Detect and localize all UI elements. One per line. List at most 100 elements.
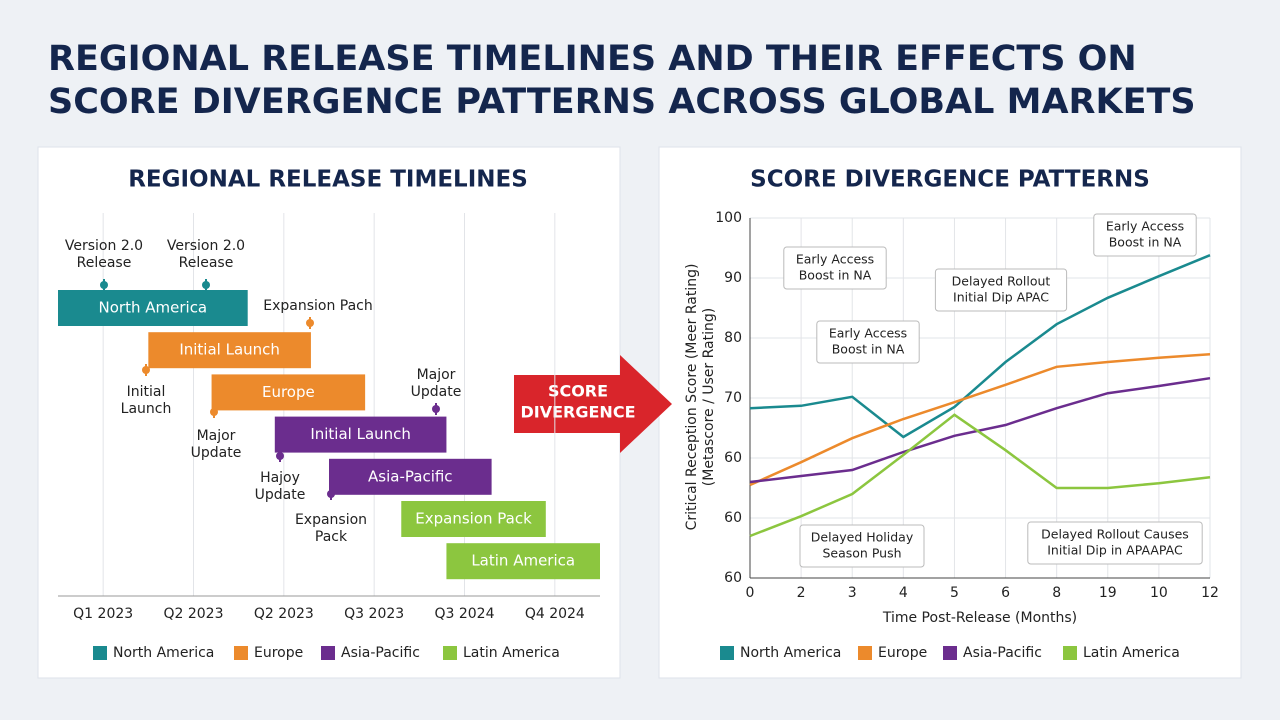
x-tick-label: Q4 2024	[525, 606, 585, 622]
annotation-dot	[100, 281, 108, 289]
y-tick-label: 70	[724, 390, 742, 406]
callout-text: Boost in NA	[832, 342, 905, 357]
timeline-bar	[446, 543, 600, 580]
y-tick-label: 100	[715, 210, 742, 226]
x-tick-label: 12	[1201, 585, 1219, 601]
x-tick-label: Q2 2023	[163, 606, 223, 622]
x-axis-label: Time Post-Release (Months)	[882, 610, 1077, 626]
legend-label: Latin America	[463, 645, 560, 661]
callout-text: Boost in NA	[1109, 235, 1182, 250]
main-title: SCORE DIVERGENCE PATTERNS ACROSS GLOBAL …	[48, 82, 1196, 122]
callout-box	[783, 246, 887, 290]
annotation: Update	[255, 487, 306, 503]
legend-label: North America	[113, 645, 214, 661]
legend-swatch	[443, 646, 457, 660]
timeline-bar	[58, 290, 248, 326]
annotation-dot	[210, 408, 218, 416]
legend-label: North America	[740, 645, 841, 661]
x-tick-label: 8	[1052, 585, 1061, 601]
annotation: Major	[417, 367, 456, 383]
x-tick-label: Q3 2024	[434, 606, 494, 622]
callout-text: Early Access	[796, 252, 874, 267]
y-tick-label: 80	[724, 330, 742, 346]
annotation-dot	[432, 405, 440, 413]
x-tick-label: 6	[1001, 585, 1010, 601]
y-tick-label: 60	[724, 510, 742, 526]
y-tick-label: 60	[724, 450, 742, 466]
callout-text: Delayed Rollout Causes	[1041, 527, 1189, 542]
annotation: Release	[77, 255, 132, 271]
annotation: Initial	[127, 384, 166, 400]
x-tick-label: Q3 2023	[344, 606, 404, 622]
panel-title: REGIONAL RELEASE TIMELINES	[128, 167, 528, 193]
bar-label: Asia-Pacific	[368, 467, 453, 485]
annotation: Release	[179, 255, 234, 271]
callout-box	[1027, 521, 1203, 565]
annotation: Version 2.0	[167, 238, 245, 254]
series-line	[749, 352, 1211, 487]
annotation: Hajoy	[260, 470, 300, 486]
callout-box	[1093, 213, 1197, 257]
callout-text: Initial Dip APAC	[953, 290, 1049, 305]
y-tick-label: 60	[724, 570, 742, 586]
x-tick-label: 0	[746, 585, 755, 601]
callout-text: Delayed Holiday	[811, 530, 914, 545]
x-tick-label: 5	[950, 585, 959, 601]
bar-label: Latin America	[471, 552, 575, 570]
divergence-arrow	[514, 355, 672, 453]
annotation: Launch	[121, 401, 172, 417]
legend-label: Europe	[878, 645, 927, 661]
annotation: Major	[197, 428, 236, 444]
x-tick-label: Q1 2023	[73, 606, 133, 622]
bar-label: North America	[99, 299, 208, 317]
annotation: Update	[191, 445, 242, 461]
timeline-bar	[329, 458, 492, 495]
y-tick-label: 90	[724, 270, 742, 286]
legend-swatch	[321, 646, 335, 660]
callout-text: Boost in NA	[799, 268, 872, 283]
annotation: Expansion Pach	[263, 298, 373, 314]
annotation: Update	[411, 384, 462, 400]
callout-box	[816, 320, 920, 364]
x-tick-label: Q2 2023	[254, 606, 314, 622]
annotation-dot	[202, 281, 210, 289]
callout-text: Initial Dip in APAAPAC	[1047, 543, 1183, 558]
series-line	[749, 413, 1211, 538]
legend-swatch	[93, 646, 107, 660]
x-tick-label: 10	[1150, 585, 1168, 601]
timeline-bar	[401, 501, 546, 537]
series-line	[749, 254, 1211, 439]
legend-label: Asia-Pacific	[963, 645, 1042, 661]
callout-text: Delayed Rollout	[952, 274, 1051, 289]
legend-swatch	[858, 646, 872, 660]
panel-title: SCORE DIVERGENCE PATTERNS	[750, 167, 1150, 193]
arrow-label: DIVERGENCE	[521, 403, 636, 422]
legend-swatch	[1063, 646, 1077, 660]
annotation-dot	[142, 366, 150, 374]
annotation-dot	[306, 319, 314, 327]
annotation: Version 2.0	[65, 238, 143, 254]
legend-label: Latin America	[1083, 645, 1180, 661]
legend-swatch	[943, 646, 957, 660]
callout-text: Early Access	[829, 326, 907, 341]
timeline-bar	[274, 416, 447, 453]
x-tick-label: 4	[899, 585, 908, 601]
callout-text: Early Access	[1106, 219, 1184, 234]
legend-swatch	[720, 646, 734, 660]
main-title: REGIONAL RELEASE TIMELINES AND THEIR EFF…	[48, 39, 1137, 79]
annotation: Expansion	[295, 512, 367, 528]
bar-label: Europe	[262, 383, 315, 401]
bar-label: Initial Launch	[310, 425, 411, 443]
legend-label: Asia-Pacific	[341, 645, 420, 661]
bar-label: Expansion Pack	[415, 510, 532, 528]
callout-box	[799, 524, 925, 568]
annotation-dot	[276, 452, 284, 460]
x-tick-label: 2	[797, 585, 806, 601]
legend-label: Europe	[254, 645, 303, 661]
legend-swatch	[234, 646, 248, 660]
callout-box	[934, 268, 1068, 312]
series-line	[749, 376, 1211, 484]
annotation-dot	[327, 490, 335, 498]
annotation: Pack	[315, 529, 348, 545]
